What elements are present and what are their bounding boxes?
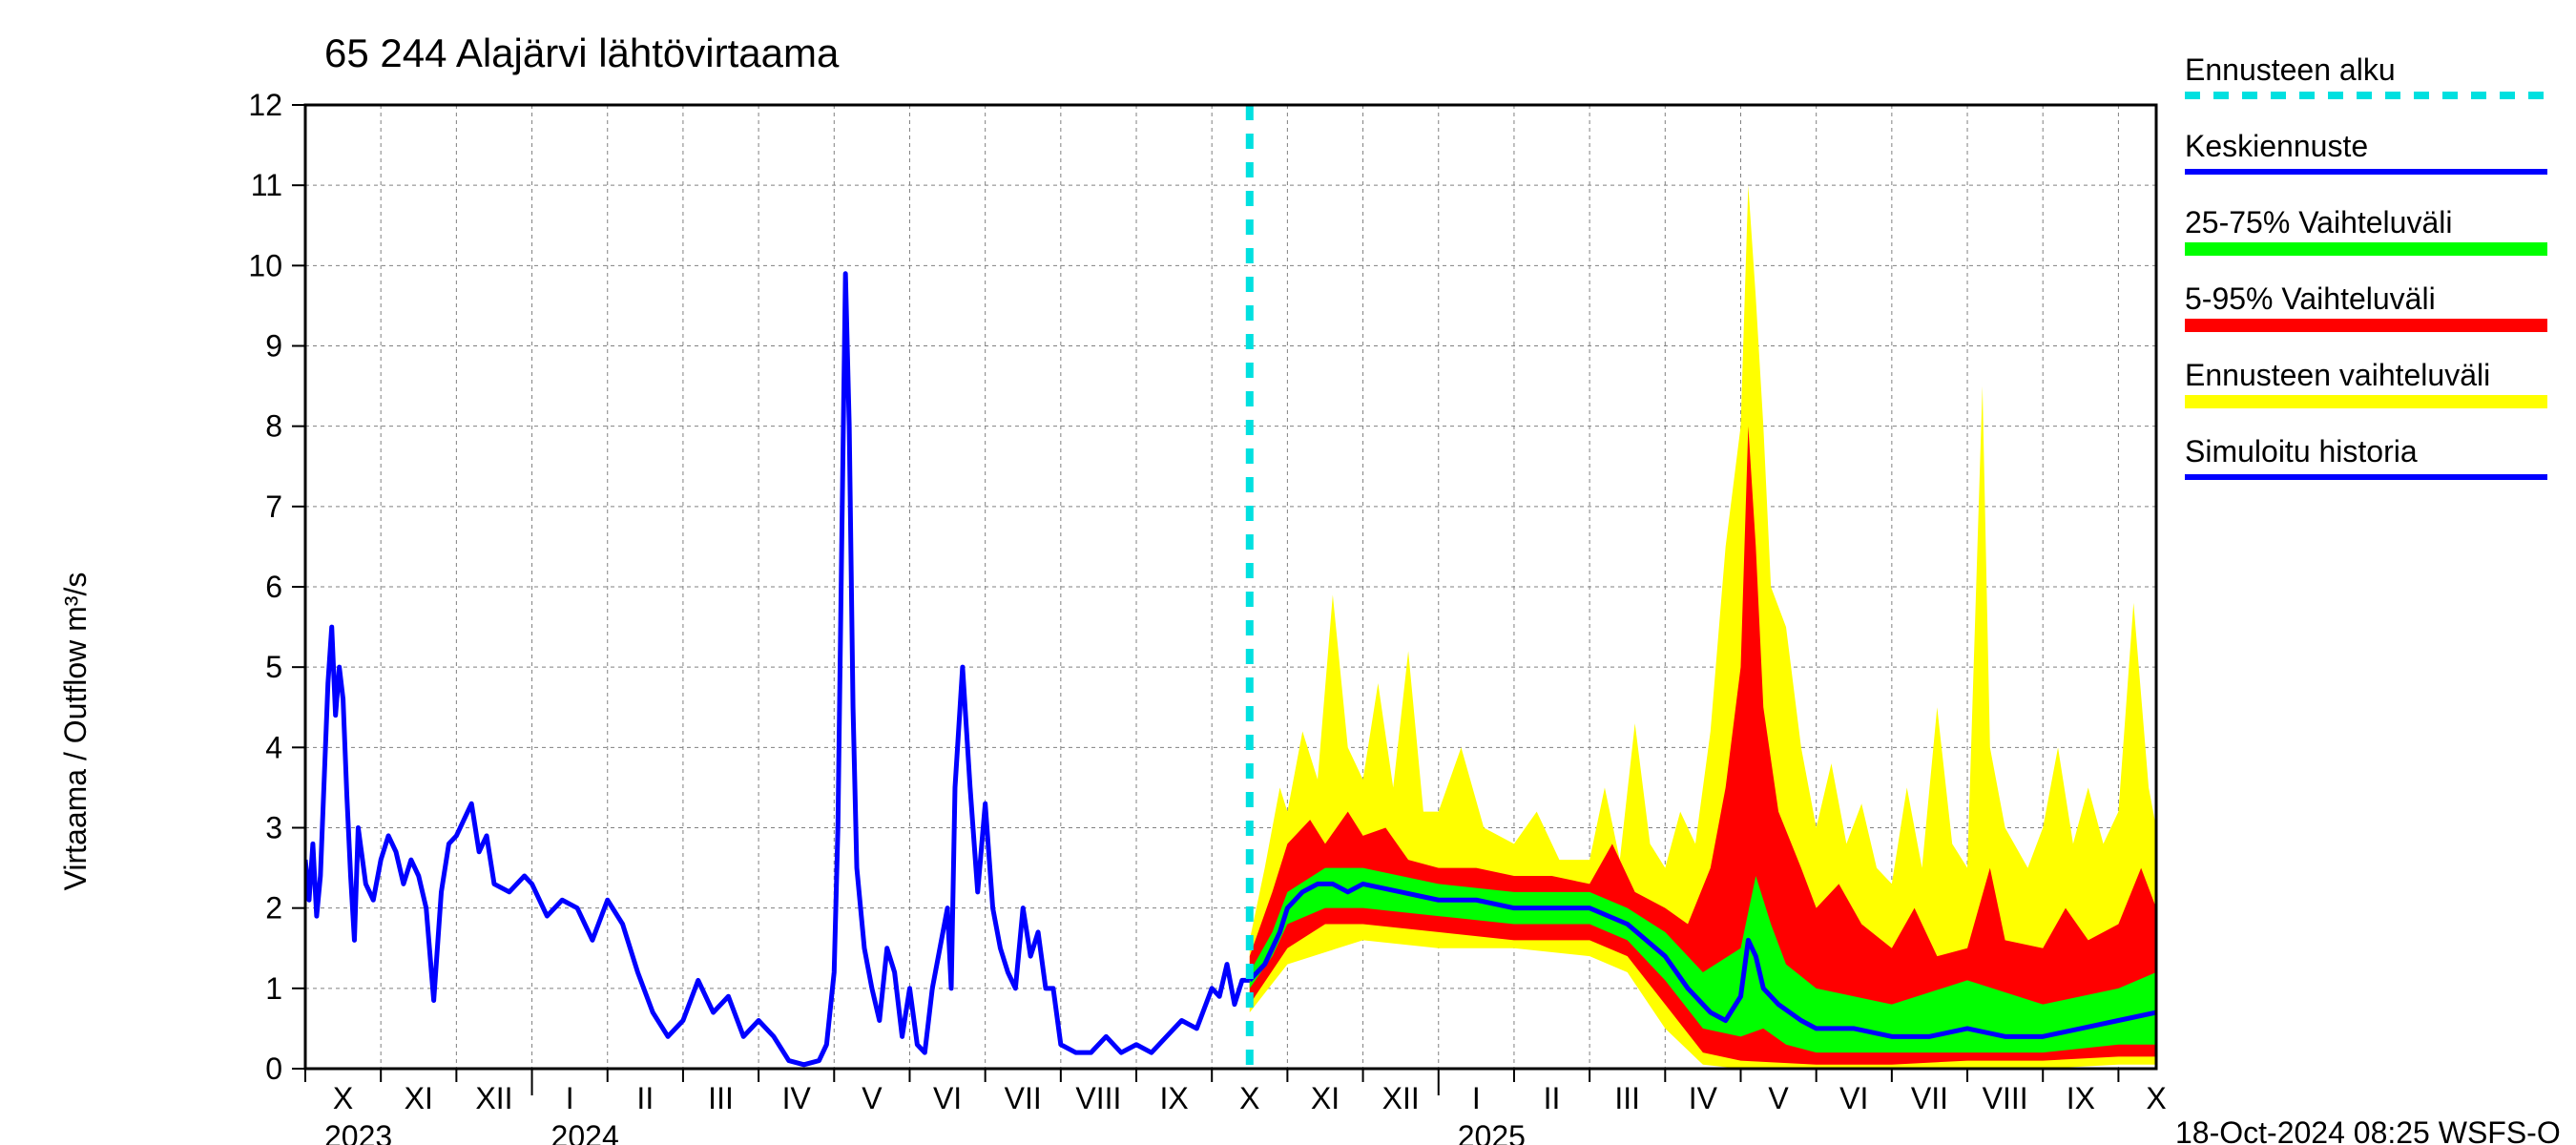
x-month-label: II xyxy=(1544,1081,1561,1115)
x-month-label: VIII xyxy=(1075,1081,1121,1115)
x-month-label: I xyxy=(1472,1081,1481,1115)
y-tick-label: 10 xyxy=(248,248,282,282)
y-tick-label: 7 xyxy=(265,489,282,524)
x-year-label: 2023 xyxy=(324,1119,392,1145)
y-tick-label: 2 xyxy=(265,891,282,926)
x-month-label: II xyxy=(636,1081,654,1115)
legend-label: Ennusteen vaihteluväli xyxy=(2185,358,2490,392)
x-month-label: X xyxy=(2146,1081,2166,1115)
footer-timestamp: 18-Oct-2024 08:25 WSFS-O xyxy=(2175,1115,2561,1145)
legend-label: 25-75% Vaihteluväli xyxy=(2185,205,2452,239)
y-tick-label: 9 xyxy=(265,329,282,364)
legend-label: 5-95% Vaihteluväli xyxy=(2185,281,2436,316)
x-month-label: IX xyxy=(1159,1081,1188,1115)
x-month-label: III xyxy=(1614,1081,1640,1115)
x-month-label: XII xyxy=(1382,1081,1420,1115)
y-tick-label: 4 xyxy=(265,730,282,764)
y-tick-label: 11 xyxy=(251,168,282,202)
x-month-label: XI xyxy=(405,1081,433,1115)
chart-title: 65 244 Alajärvi lähtövirtaama xyxy=(324,31,840,75)
legend-swatch-icon xyxy=(2185,242,2547,256)
x-month-label: I xyxy=(566,1081,574,1115)
y-tick-label: 3 xyxy=(265,811,282,845)
outflow-forecast-chart: 0123456789101112XXIXIIIIIIIIIVVVIVIIVIII… xyxy=(0,0,2576,1145)
legend-label: Ennusteen alku xyxy=(2185,52,2396,87)
legend-label: Keskiennuste xyxy=(2185,129,2368,163)
x-month-label: XI xyxy=(1311,1081,1340,1115)
x-month-label: IV xyxy=(1689,1081,1718,1115)
legend-label: Simuloitu historia xyxy=(2185,434,2418,468)
x-month-label: V xyxy=(1768,1081,1789,1115)
x-month-label: X xyxy=(333,1081,353,1115)
y-tick-label: 5 xyxy=(265,650,282,684)
y-tick-label: 0 xyxy=(265,1051,282,1086)
chart-svg: 0123456789101112XXIXIIIIIIIIIVVVIVIIVIII… xyxy=(0,0,2576,1145)
x-year-label: 2024 xyxy=(551,1119,619,1145)
x-month-label: XII xyxy=(475,1081,512,1115)
y-tick-label: 12 xyxy=(248,88,282,122)
legend-swatch-icon xyxy=(2185,319,2547,332)
x-month-label: III xyxy=(708,1081,734,1115)
x-month-label: V xyxy=(862,1081,883,1115)
y-tick-label: 1 xyxy=(265,971,282,1006)
y-axis-label: Virtaama / Outflow m³/s xyxy=(58,572,93,891)
x-month-label: IV xyxy=(782,1081,812,1115)
x-month-label: X xyxy=(1239,1081,1259,1115)
y-tick-label: 8 xyxy=(265,409,282,444)
x-year-label: 2025 xyxy=(1458,1119,1526,1145)
x-month-label: VII xyxy=(1005,1081,1042,1115)
x-month-label: VI xyxy=(1839,1081,1868,1115)
x-month-label: VI xyxy=(933,1081,962,1115)
legend-swatch-icon xyxy=(2185,395,2547,408)
y-tick-label: 6 xyxy=(265,570,282,604)
x-month-label: VIII xyxy=(1983,1081,2028,1115)
x-month-label: IX xyxy=(2067,1081,2095,1115)
x-month-label: VII xyxy=(1911,1081,1948,1115)
